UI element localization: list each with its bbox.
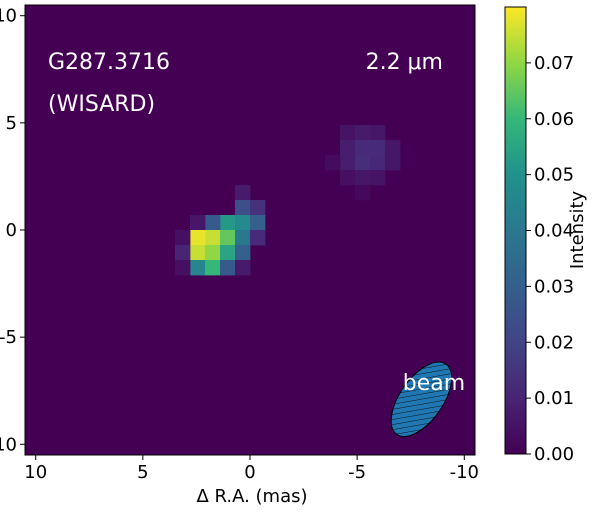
colorbar-tick-label: 0.05 [534, 165, 574, 186]
heatmap-pixel [235, 185, 251, 201]
heatmap-pixel [370, 125, 386, 141]
heatmap-pixel [235, 230, 251, 246]
heatmap-pixel [355, 170, 371, 186]
heatmap-pixel [370, 170, 386, 186]
source-name-annotation: G287.3716 [48, 50, 170, 75]
pixel-layer [175, 125, 401, 276]
heatmap-pixel [190, 215, 206, 231]
colorbar-tick-label: 0.06 [534, 109, 574, 130]
heatmap-pixel [355, 155, 371, 171]
heatmap-pixel [220, 230, 236, 246]
heatmap-pixel [205, 260, 221, 276]
heatmap-pixel [370, 155, 386, 171]
colorbar-tick-label: 0.04 [534, 221, 574, 242]
colorbar-tick-label: 0.02 [534, 332, 574, 353]
colorbar: 0.00 0.01 0.02 0.03 0.04 0.05 0.06 0.07 Intensi… [504, 6, 588, 465]
x-axis-label: Δ R.A. (mas) [196, 486, 307, 507]
heatmap-pixel [205, 245, 221, 261]
heatmap-pixel [175, 245, 191, 261]
x-axis: 10 5 0 -5 -10 [24, 455, 479, 483]
beam-ellipse-hatch [390, 361, 453, 437]
heatmap-pixel [340, 170, 356, 186]
x-tick-label: -5 [348, 462, 366, 483]
heatmap-pixel [250, 215, 266, 231]
heatmap-pixel [205, 215, 221, 231]
heatmap-pixel [235, 245, 251, 261]
heatmap-pixel [190, 260, 206, 276]
wavelength-annotation: 2.2 μm [366, 50, 443, 75]
x-tick-label: 0 [244, 462, 255, 483]
heatmap-pixel [385, 140, 401, 156]
heatmap-pixel [235, 200, 251, 216]
heatmap-pixel [250, 230, 266, 246]
heatmap-pixel [235, 260, 251, 276]
heatmap-pixel [355, 185, 371, 201]
heatmap-pixel [220, 260, 236, 276]
heatmap-pixel [235, 215, 251, 231]
colorbar-tick-label: 0.01 [534, 388, 574, 409]
heatmap-pixel [175, 260, 191, 276]
heatmap-pixel [190, 230, 206, 246]
colorbar-tick-label: 0.07 [534, 53, 574, 74]
colorbar-tick-label: 0.03 [534, 276, 574, 297]
x-tick-label: 5 [137, 462, 148, 483]
heatmap-pixel [340, 155, 356, 171]
y-axis: 10 5 0 -5 -10 [0, 6, 25, 455]
heatmap-pixel [205, 230, 221, 246]
heatmap-pixel [220, 215, 236, 231]
heatmap-pixel [175, 230, 191, 246]
heatmap-pixel [385, 155, 401, 171]
colorbar-label: Intensity [567, 190, 588, 269]
heatmap-pixel [340, 125, 356, 141]
plot-area [24, 4, 476, 456]
colorbar-tick-label: 0.00 [534, 444, 574, 465]
heatmap-pixel [190, 245, 206, 261]
heatmap-pixel [220, 245, 236, 261]
heatmap-pixel [340, 140, 356, 156]
x-tick-label: -10 [450, 462, 479, 483]
y-tick-label: -5 [0, 327, 17, 348]
heatmap-pixel [250, 200, 266, 216]
colorbar-ticks: 0.00 0.01 0.02 0.03 0.04 0.05 0.06 0.07 [526, 53, 574, 465]
heatmap-pixel [370, 140, 386, 156]
x-tick-label: 10 [24, 462, 47, 483]
heatmap-pixel [355, 140, 371, 156]
y-tick-label: 10 [0, 6, 17, 27]
y-tick-label: -10 [0, 434, 17, 455]
heatmap-pixel [325, 155, 341, 171]
instrument-annotation: (WISARD) [48, 92, 155, 117]
beam-group [390, 361, 453, 437]
colorbar-gradient [505, 7, 526, 454]
beam-label: beam [403, 371, 465, 396]
heatmap-pixel [355, 125, 371, 141]
y-tick-label: 5 [6, 113, 17, 134]
y-tick-label: 0 [6, 220, 17, 241]
